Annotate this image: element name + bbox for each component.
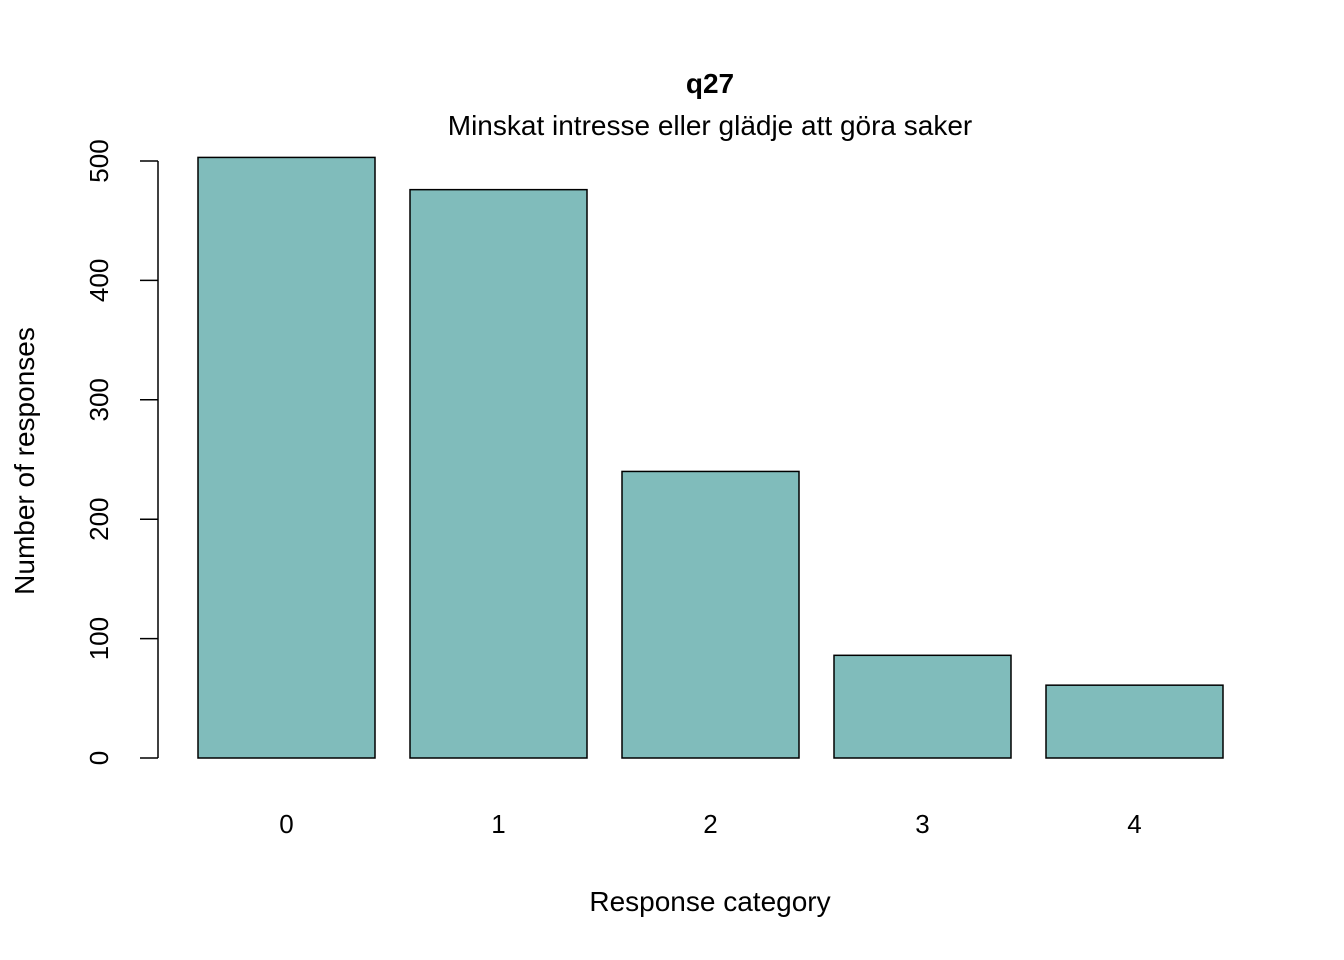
x-tick-label: 4 <box>1127 809 1141 839</box>
x-tick-label: 2 <box>703 809 717 839</box>
x-tick-label: 0 <box>279 809 293 839</box>
x-tick-label: 1 <box>491 809 505 839</box>
x-axis-label: Response category <box>589 886 830 917</box>
bar-2 <box>621 470 800 759</box>
y-axis-label: Number of responses <box>9 327 40 595</box>
y-tick-label: 300 <box>84 378 114 421</box>
bars-group <box>197 156 1224 759</box>
bar-0 <box>197 156 376 759</box>
y-tick-label: 400 <box>84 259 114 302</box>
y-tick-label: 500 <box>84 139 114 182</box>
y-tick-label: 0 <box>84 751 114 765</box>
x-axis-ticks: 0 1 2 3 4 <box>279 809 1141 839</box>
y-axis-ticks: 0 100 200 300 400 500 <box>84 139 158 765</box>
x-tick-label: 3 <box>915 809 929 839</box>
bar-3 <box>833 654 1012 759</box>
y-tick-label: 200 <box>84 498 114 541</box>
chart-subtitle: Minskat intresse eller glädje att göra s… <box>448 110 972 141</box>
bar-1 <box>409 188 588 759</box>
y-tick-label: 100 <box>84 617 114 660</box>
chart-title: q27 <box>686 68 734 99</box>
bar-4 <box>1045 684 1224 759</box>
